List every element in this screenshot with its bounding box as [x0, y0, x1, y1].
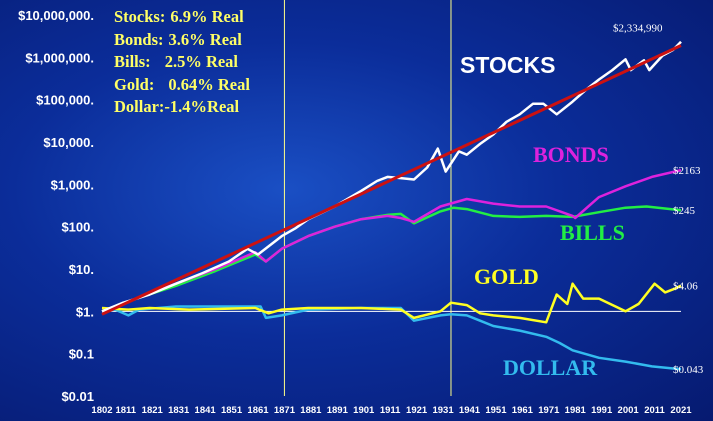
end-value-bills: $245 — [673, 205, 696, 217]
y-tick-label: $1,000. — [51, 177, 94, 192]
x-tick-label: 1802 — [91, 405, 112, 416]
x-tick-label: 1811 — [115, 405, 136, 416]
x-tick-label: 1981 — [565, 405, 587, 416]
series-line-bonds — [101, 168, 682, 313]
series-label-bills: BILLS — [560, 220, 625, 245]
axes: $10,000,000. $1,000,000. $100,000. $10,000.… — [18, 8, 692, 416]
y-tick-label: $10,000,000. — [18, 8, 94, 23]
summary-row-stocks: Stocks: 6.9% Real — [114, 6, 250, 29]
end-value-bonds: $2163 — [673, 165, 701, 177]
x-tick-label: 1971 — [538, 405, 560, 416]
summary-value: 0.64% Real — [168, 74, 250, 94]
x-tick-label: 2001 — [618, 405, 640, 416]
x-tick-label: 1821 — [142, 405, 164, 416]
x-tick-label: 1901 — [353, 405, 375, 416]
x-tick-label: 1931 — [432, 405, 454, 416]
series-label-dollar: DOLLAR — [503, 355, 598, 380]
summary-label: Dollar: — [114, 97, 165, 116]
summary-value: -1.4%Real — [164, 97, 240, 116]
y-tick-label: $0.01 — [61, 389, 94, 404]
y-tick-label: $10. — [69, 262, 94, 277]
summary-label: Bonds: — [114, 29, 164, 49]
y-tick-label: $100,000. — [36, 93, 94, 108]
series-lines — [101, 40, 682, 371]
series-label-stocks: STOCKS — [460, 52, 555, 78]
series-label-gold: GOLD — [474, 264, 539, 289]
y-tick-label: $10,000. — [43, 135, 94, 150]
summary-value: 6.9% Real — [170, 7, 244, 26]
summary-value: 2.5% Real — [164, 52, 239, 71]
summary-row-gold: Gold: 0.64% Real — [114, 74, 250, 97]
summary-row-bills: Bills: 2.5% Real — [114, 51, 250, 74]
summary-label: Stocks: — [114, 7, 166, 26]
series-line-gold — [101, 282, 682, 324]
end-value-stocks: $2,334,990 — [613, 23, 663, 35]
real-return-summary: Stocks: 6.9% Real Bonds: 3.6% Real Bills: 2.5… — [114, 6, 250, 119]
summary-row-dollar: Dollar:-1.4%Real — [114, 96, 250, 119]
series-line-stocks — [101, 40, 682, 313]
x-tick-label: 1881 — [300, 405, 322, 416]
series-line-dollar — [101, 305, 682, 371]
series-labels: $0.043 $4.06 $245 $2163 $2,334,990 STOCKS BOND… — [460, 23, 704, 380]
y-tick-label: $100. — [61, 220, 94, 235]
x-tick-label: 1861 — [247, 405, 269, 416]
summary-label: Gold: — [114, 74, 155, 94]
x-tick-label: 1961 — [512, 405, 534, 416]
y-tick-label: $0.1 — [69, 347, 94, 362]
x-tick-label: 1991 — [591, 405, 613, 416]
series-label-bonds: BONDS — [533, 142, 609, 167]
x-tick-label: 1941 — [459, 405, 481, 416]
x-tick-label: 2021 — [670, 405, 692, 416]
x-tick-label: 1841 — [195, 405, 217, 416]
y-tick-label: $1,000,000. — [25, 50, 94, 65]
x-tick-label: 1871 — [274, 405, 296, 416]
summary-value: 3.6% Real — [168, 29, 242, 49]
summary-label: Bills: — [114, 52, 151, 71]
x-tick-label: 1831 — [168, 405, 190, 416]
x-tick-label: 1951 — [485, 405, 507, 416]
x-tick-label: 2011 — [644, 405, 665, 416]
summary-row-bonds: Bonds: 3.6% Real — [114, 29, 250, 52]
end-value-gold: $4.06 — [673, 281, 698, 293]
x-tick-label: 1891 — [327, 405, 349, 416]
x-tick-label: 1911 — [380, 405, 401, 416]
y-tick-label: $1. — [76, 304, 94, 319]
x-tick-label: 1921 — [406, 405, 428, 416]
end-value-dollar: $0.043 — [673, 364, 704, 376]
x-tick-label: 1851 — [221, 405, 243, 416]
series-line-trend — [101, 44, 682, 316]
vertical-markers — [283, 0, 452, 396]
